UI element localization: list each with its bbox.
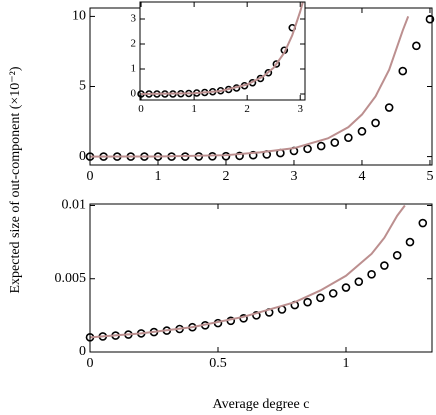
data-point xyxy=(357,127,367,136)
y-tick-label: 5 xyxy=(79,79,86,94)
data-point xyxy=(264,68,273,77)
data-point xyxy=(248,150,258,160)
data-point xyxy=(316,141,326,151)
x-tick-label: 1 xyxy=(154,169,161,184)
panel: 0 1 2 3 0 1 2 3 xyxy=(131,1,306,115)
data-point xyxy=(252,311,261,320)
y-tick-label: 1 xyxy=(131,63,137,75)
data-point xyxy=(405,237,415,247)
x-tick-label: 4 xyxy=(358,169,365,184)
x-tick-label: 0 xyxy=(87,169,94,184)
theory-curve xyxy=(90,204,406,339)
data-point xyxy=(354,277,364,286)
plot-frame xyxy=(89,203,433,353)
y-tick-label: 0.01 xyxy=(62,198,87,213)
panel: 0 0.5 1 0 0.005 0.01 xyxy=(55,198,433,371)
data-point xyxy=(367,270,376,279)
data-point xyxy=(380,261,389,270)
y-tick-label: 0 xyxy=(131,88,137,100)
data-point xyxy=(303,297,312,307)
data-point xyxy=(392,250,402,260)
x-tick-label: 0 xyxy=(87,356,94,371)
y-tick-label: 0 xyxy=(79,149,86,164)
y-tick-label: 0 xyxy=(79,344,86,359)
data-point xyxy=(316,293,325,303)
y-tick-label: 2 xyxy=(131,38,137,50)
data-point xyxy=(341,283,351,292)
theory-curve xyxy=(141,2,304,95)
x-tick-label: 3 xyxy=(297,103,303,115)
y-tick-label: 3 xyxy=(131,13,137,25)
y-tick-label: 10 xyxy=(72,9,86,24)
data-point xyxy=(412,41,421,51)
x-tick-label: 1 xyxy=(191,103,197,115)
y-tick-label: 0.005 xyxy=(55,271,87,286)
plot-frame xyxy=(139,1,306,101)
data-point xyxy=(330,138,340,147)
x-tick-label: 5 xyxy=(426,169,433,184)
data-point xyxy=(371,118,380,128)
data-point xyxy=(235,151,244,161)
x-tick-label: 0.5 xyxy=(209,356,227,371)
data-point xyxy=(418,218,428,228)
x-tick-label: 0 xyxy=(138,103,144,115)
x-tick-label: 2 xyxy=(244,103,250,115)
data-point xyxy=(384,103,394,112)
x-axis-label: Average degree c xyxy=(213,397,310,412)
data-point xyxy=(303,144,312,154)
x-tick-label: 2 xyxy=(222,169,229,184)
data-point xyxy=(425,14,435,24)
y-axis-label: Expected size of out-component (×10⁻²) xyxy=(8,66,23,293)
data-point xyxy=(272,60,281,68)
plot-area xyxy=(90,204,432,352)
data-point xyxy=(398,66,408,76)
plot-area xyxy=(140,2,305,100)
data-point xyxy=(344,133,353,142)
x-tick-label: 1 xyxy=(342,356,349,371)
data-point xyxy=(328,289,338,298)
theory-curve xyxy=(90,16,410,158)
x-tick-label: 3 xyxy=(290,169,297,184)
